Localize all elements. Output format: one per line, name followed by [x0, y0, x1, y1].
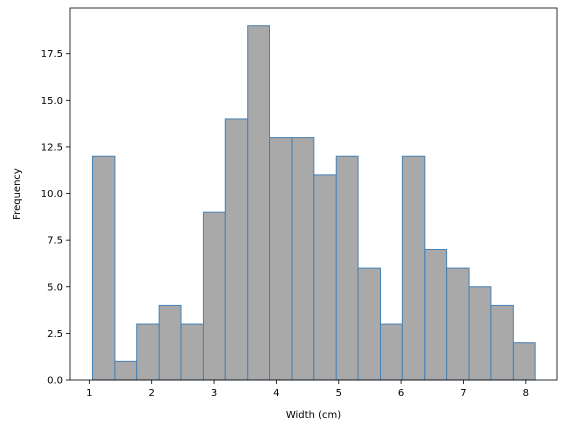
x-tick-label: 4 [273, 388, 279, 399]
y-tick-label: 0.0 [47, 376, 63, 387]
axis-ticks: 1 2 3 4 5 6 7 8 0.0 2.5 5.0 7.5 10.0 12.5 15.0 17.5 [41, 49, 529, 399]
y-tick-label: 10.0 [41, 189, 63, 200]
y-tick-label: 7.5 [47, 236, 63, 247]
histogram-bar [136, 323, 160, 381]
y-tick-label: 5.0 [47, 282, 63, 293]
histogram-bar [512, 342, 536, 381]
histogram-bar [247, 25, 271, 381]
x-tick-label: 3 [211, 388, 217, 399]
histogram-bar [91, 155, 116, 381]
y-axis-label: Frequency [12, 168, 23, 220]
histogram-bar [490, 304, 514, 381]
histogram-bar [401, 155, 426, 381]
histogram-bar [468, 286, 492, 381]
bars [91, 25, 536, 381]
x-tick-label: 6 [398, 388, 404, 399]
histogram-bar [158, 304, 182, 381]
y-tick-label: 17.5 [41, 49, 63, 60]
histogram-bar [224, 118, 249, 381]
histogram-bar [313, 174, 337, 381]
y-tick-label: 2.5 [47, 329, 63, 340]
x-axis-label: Width (cm) [286, 410, 341, 421]
histogram-bar [291, 137, 315, 381]
x-tick-label: 5 [336, 388, 342, 399]
y-tick-label: 15.0 [41, 96, 63, 107]
histogram-bar [357, 267, 382, 381]
histogram-bar [180, 323, 204, 381]
histogram-bar [446, 267, 470, 381]
histogram-bar [114, 360, 138, 381]
x-tick-label: 2 [148, 388, 154, 399]
y-tick-label: 12.5 [41, 142, 63, 153]
histogram-bar [380, 323, 403, 381]
histogram-bar [202, 211, 226, 381]
histogram-bar [335, 155, 359, 381]
x-tick-label: 1 [86, 388, 92, 399]
histogram-bar [269, 137, 293, 381]
x-tick-label: 7 [460, 388, 466, 399]
histogram-bar [424, 248, 448, 381]
plot-frame [69, 7, 558, 381]
x-tick-label: 8 [523, 388, 529, 399]
